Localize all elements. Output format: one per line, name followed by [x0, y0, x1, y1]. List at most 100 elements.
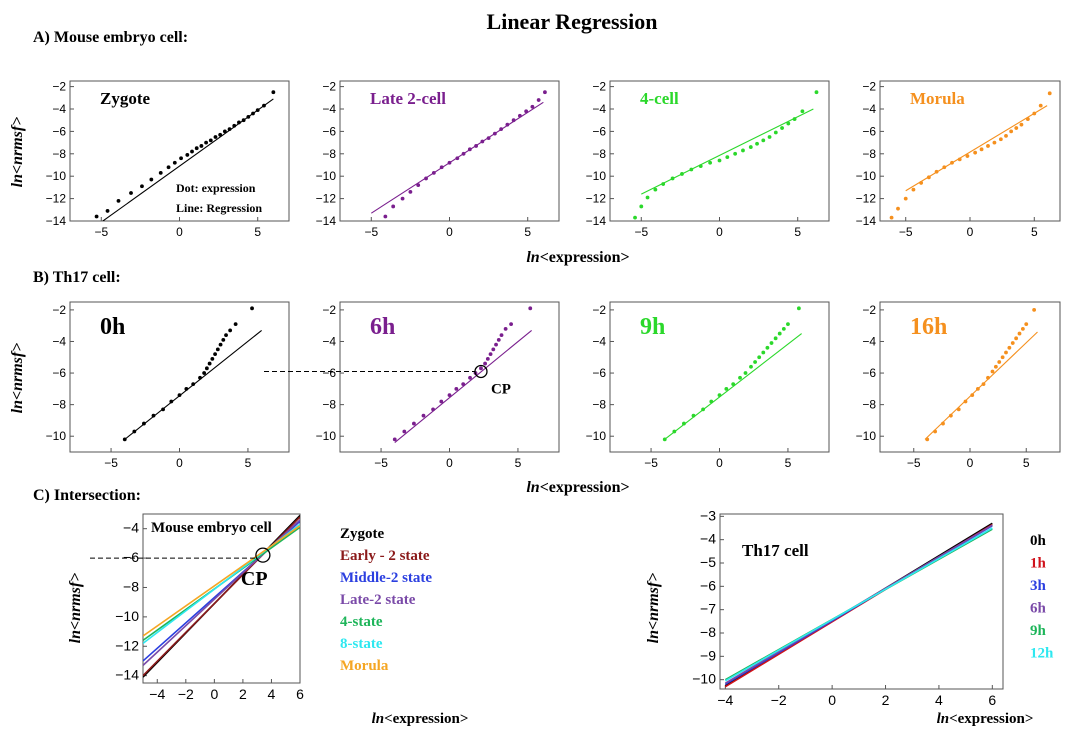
y-tick-label: −14: [316, 214, 337, 228]
y-tick-label: −6: [322, 366, 336, 380]
panel-label: 0h: [100, 314, 125, 340]
y-tick-label: −6: [862, 366, 876, 380]
data-point: [509, 322, 513, 327]
y-tick-label: −6: [52, 366, 66, 380]
data-point: [232, 123, 237, 128]
y-tick-label: −8: [52, 398, 66, 412]
data-point: [467, 147, 472, 152]
data-point: [391, 204, 396, 209]
data-point: [210, 356, 215, 361]
x-tick-label: −5: [644, 456, 658, 470]
y-tick-label: −2: [592, 80, 606, 94]
data-point: [792, 117, 797, 121]
data-point: [1025, 117, 1030, 121]
data-point: [680, 172, 684, 176]
panel-A3: −5 0 5 −14 −12 −10 −8 −6 −4 −2 4-cell: [586, 80, 830, 239]
data-point: [691, 413, 696, 418]
section-c-heading: C) Intersection:: [33, 487, 141, 504]
data-point: [166, 165, 171, 170]
x-tick-label: −4: [717, 692, 733, 708]
x-tick-label: 2: [882, 692, 890, 708]
regression-line: [394, 329, 532, 443]
y-tick-label: −4: [52, 334, 66, 348]
panel-frame: [879, 80, 1061, 222]
data-point: [948, 413, 953, 418]
panel-frame: [879, 301, 1061, 453]
line-legend: Line: Regression: [176, 201, 262, 215]
panel-data: [94, 90, 276, 221]
legend-entry: Middle-2 state: [340, 570, 432, 586]
x-tick-label: 0: [716, 456, 723, 470]
data-point: [1038, 103, 1043, 108]
data-point: [1024, 322, 1029, 327]
c1-ylabel: ln<nrmsf>: [67, 573, 84, 644]
y-tick-label: −2: [52, 303, 66, 317]
data-point: [653, 187, 658, 192]
data-point: [511, 118, 516, 123]
panel-A4: −5 0 5 −14 −12 −10 −8 −6 −4 −2 Morula: [856, 80, 1061, 239]
data-point: [717, 393, 722, 398]
data-point: [950, 160, 954, 165]
data-point: [524, 109, 529, 114]
x-tick-label: −4: [149, 686, 165, 702]
data-point: [1007, 345, 1012, 350]
data-point: [215, 347, 220, 352]
y-tick-label: −4: [700, 531, 716, 547]
data-point: [191, 382, 196, 387]
data-point: [755, 141, 759, 146]
data-point: [255, 108, 260, 113]
data-point: [454, 386, 459, 391]
data-point: [455, 156, 460, 161]
y-tick-label: −7: [700, 601, 716, 617]
data-point: [765, 345, 770, 350]
data-point: [1047, 91, 1052, 96]
data-point: [981, 382, 986, 387]
y-tick-label: −12: [586, 192, 607, 206]
y-tick-label: −10: [316, 169, 337, 183]
data-point: [161, 407, 165, 412]
panel-label: 9h: [640, 314, 665, 340]
y-tick-label: −4: [322, 102, 336, 116]
data-point: [207, 361, 212, 366]
data-point: [757, 355, 762, 360]
data-point: [749, 364, 753, 369]
data-point: [213, 352, 217, 357]
data-point: [1020, 326, 1025, 331]
data-point: [670, 176, 675, 181]
data-point: [672, 429, 677, 434]
c2-xlabel: ln<expression>: [937, 711, 1034, 727]
data-point: [1014, 126, 1019, 130]
data-point: [717, 158, 722, 163]
data-point: [934, 169, 939, 174]
data-point: [926, 175, 931, 180]
data-point: [222, 129, 227, 134]
data-point: [439, 165, 444, 170]
x-tick-label: 4: [268, 686, 276, 702]
data-point: [753, 360, 757, 364]
data-point: [698, 164, 703, 169]
data-point: [1004, 133, 1008, 138]
data-point: [499, 333, 504, 338]
y-tick-label: −2: [52, 80, 66, 94]
x-tick-label: 5: [245, 456, 252, 470]
y-tick-label: −14: [586, 214, 607, 228]
data-point: [689, 167, 694, 172]
data-point: [177, 393, 182, 398]
y-tick-label: −10: [856, 429, 877, 443]
y-tick-label: −10: [115, 608, 139, 624]
data-point: [733, 151, 738, 156]
data-point: [483, 361, 487, 366]
data-point: [392, 437, 397, 442]
regression-line: [664, 333, 802, 440]
data-point: [1010, 341, 1015, 345]
x-tick-label: 0: [716, 225, 723, 239]
y-tick-label: −4: [592, 102, 606, 116]
legend-entry: 3h: [1030, 578, 1047, 594]
data-point: [731, 382, 736, 387]
c2-ylabel: ln<nrmsf>: [645, 573, 662, 644]
data-point: [486, 136, 491, 141]
data-point: [725, 155, 730, 160]
legend-entry: 4-state: [340, 614, 383, 630]
y-tick-label: −8: [123, 578, 139, 594]
data-point: [911, 187, 916, 192]
